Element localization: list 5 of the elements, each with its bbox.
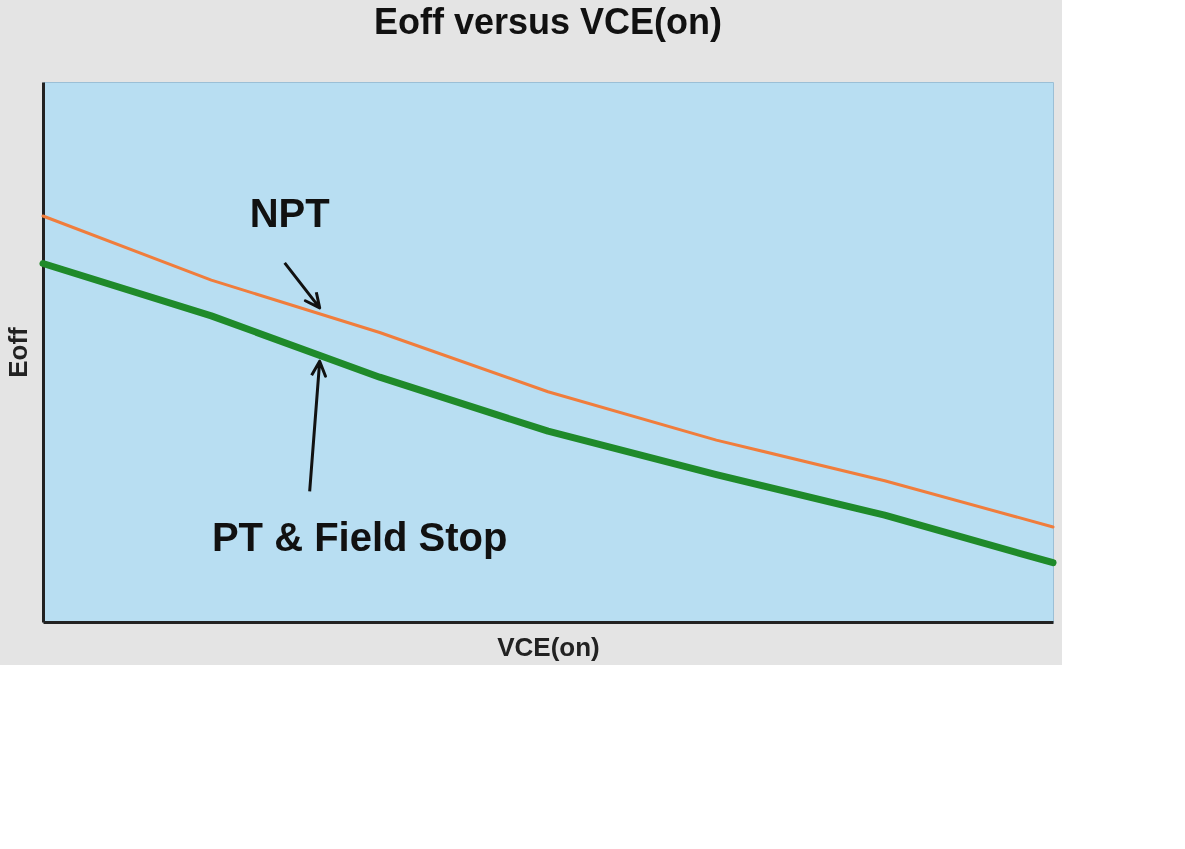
text: PT & Field Stop — [211, 515, 508, 560]
x-axis-title: VCE(on) — [497, 631, 600, 662]
chart-title: Eoff versus VCE(on) — [373, 1, 723, 42]
series-label: NPT — [249, 190, 330, 235]
y-axis-title: Eoff — [2, 326, 33, 378]
